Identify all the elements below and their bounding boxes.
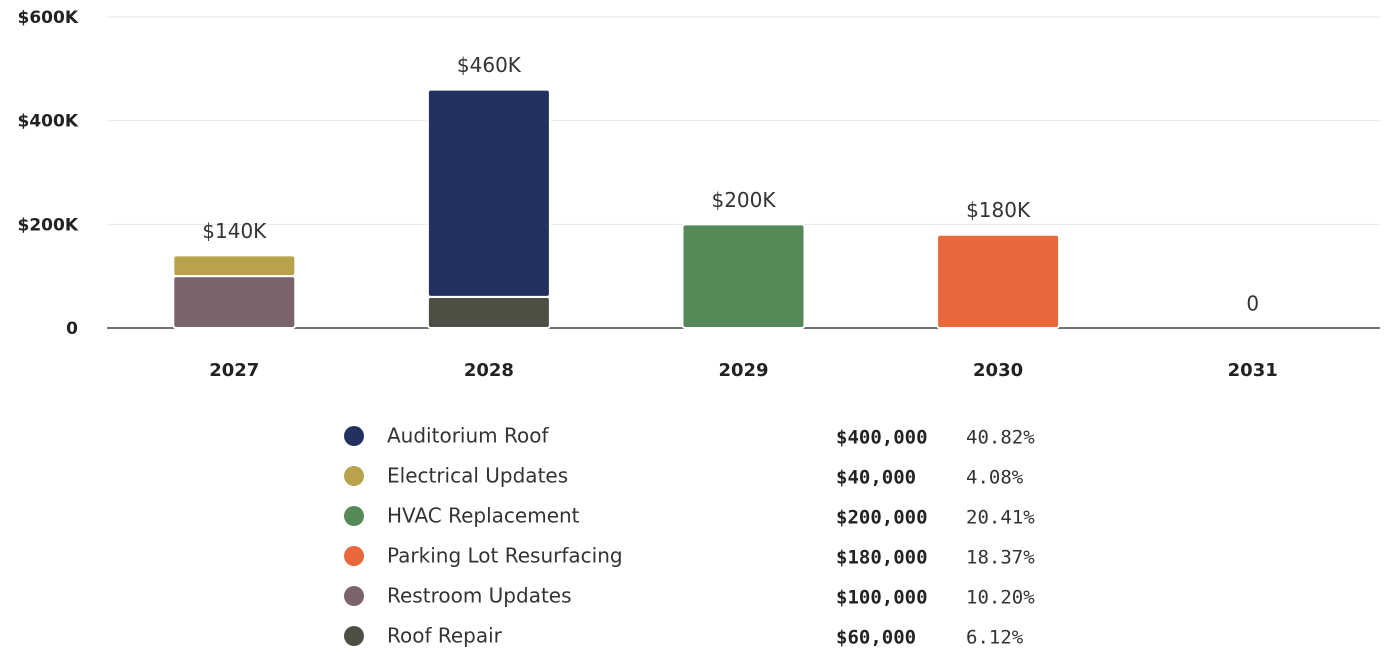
legend-share: 40.82% — [966, 427, 1035, 449]
bar-segment — [936, 233, 1061, 329]
y-tick-label: $200K — [18, 215, 79, 235]
legend-share: 6.12% — [966, 627, 1024, 649]
total-label: 0 — [1246, 292, 1259, 316]
legend-amount: $180,000 — [836, 547, 928, 569]
legend-amount: $60,000 — [836, 627, 916, 649]
legend-share: 10.20% — [966, 587, 1035, 609]
legend-name: Roof Repair — [387, 624, 503, 648]
legend-share: 20.41% — [966, 507, 1035, 529]
bar-segment — [172, 254, 297, 278]
legend-name: Restroom Updates — [387, 584, 572, 608]
legend-name: HVAC Replacement — [387, 504, 580, 528]
x-tick-label: 2031 — [1228, 360, 1278, 381]
x-tick-label: 2029 — [718, 360, 768, 381]
legend-swatch — [344, 466, 364, 486]
legend-amount: $40,000 — [836, 467, 916, 489]
legend-swatch — [344, 626, 364, 646]
legend-name: Electrical Updates — [387, 464, 568, 488]
bar-segment — [681, 223, 806, 329]
legend-share: 18.37% — [966, 547, 1035, 569]
bar-segment — [172, 275, 297, 329]
y-tick-label: $600K — [18, 8, 79, 28]
total-label: $180K — [966, 198, 1031, 222]
total-label: $140K — [202, 219, 267, 243]
bar-segment — [426, 295, 551, 329]
legend-share: 4.08% — [966, 467, 1024, 489]
legend-amount: $200,000 — [836, 507, 928, 529]
y-tick-label: 0 — [66, 319, 78, 339]
total-label: $460K — [457, 53, 522, 77]
legend-amount: $400,000 — [836, 427, 928, 449]
legend-swatch — [344, 426, 364, 446]
x-tick-label: 2027 — [209, 360, 259, 381]
legend-name: Parking Lot Resurfacing — [387, 544, 623, 568]
legend-name: Auditorium Roof — [387, 424, 549, 448]
legend-amount: $100,000 — [836, 587, 928, 609]
legend-swatch — [344, 586, 364, 606]
x-tick-label: 2028 — [464, 360, 514, 381]
y-tick-label: $400K — [18, 112, 79, 132]
total-label: $200K — [711, 188, 776, 212]
legend-swatch — [344, 506, 364, 526]
bar-segment — [426, 88, 551, 298]
legend-swatch — [344, 546, 364, 566]
x-tick-label: 2030 — [973, 360, 1023, 381]
